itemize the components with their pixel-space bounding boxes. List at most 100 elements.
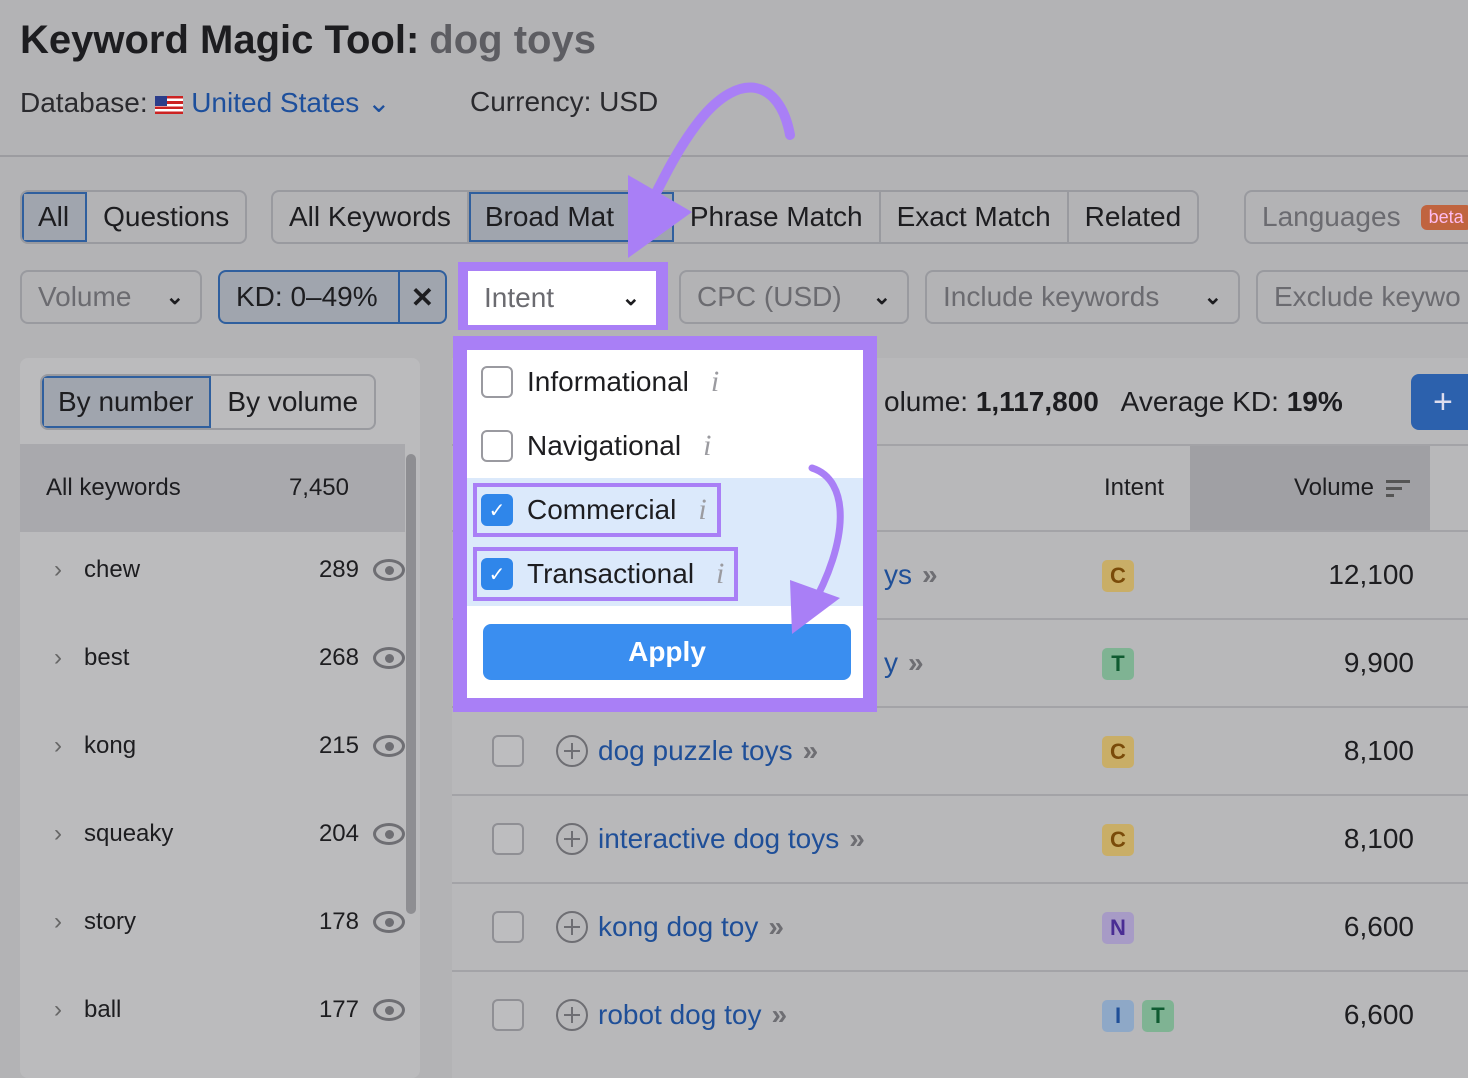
volume-header[interactable]: Volume — [1190, 446, 1430, 530]
divider — [0, 155, 1468, 157]
eye-icon[interactable] — [373, 735, 405, 757]
tab-phrase-match[interactable]: Phrase Match — [674, 192, 881, 242]
tab-all-keywords[interactable]: All Keywords — [273, 192, 469, 242]
query: dog toys — [429, 18, 596, 62]
intent-option[interactable]: ✓ Commercial i — [467, 478, 863, 542]
volume-value: 8,100 — [1343, 823, 1414, 854]
intent-badge: T — [1142, 1000, 1174, 1032]
intent-dropdown: Informational i Navigational i ✓ Commercial i ✓… — [453, 336, 877, 712]
row-checkbox[interactable] — [492, 823, 524, 855]
intent-badge: T — [1102, 648, 1134, 680]
keyword-link[interactable]: y — [884, 647, 898, 678]
checkbox[interactable]: ✓ — [481, 494, 513, 526]
keyword-link[interactable]: interactive dog toys — [598, 823, 840, 854]
option-label: Navigational — [527, 430, 682, 461]
volume-filter[interactable]: Volume ⌄ — [20, 270, 202, 324]
checkbox[interactable] — [481, 366, 513, 398]
group-label: best — [84, 644, 130, 671]
info-icon[interactable]: i — [703, 429, 712, 462]
clear-kd-button[interactable]: ✕ — [397, 272, 445, 322]
double-chevron-icon[interactable]: » — [922, 559, 938, 590]
exclude-keywords-filter[interactable]: Exclude keywo — [1256, 270, 1468, 324]
eye-icon[interactable] — [373, 911, 405, 933]
double-chevron-icon[interactable]: » — [849, 823, 865, 854]
apply-button[interactable]: Apply — [483, 624, 851, 680]
intent-badge: C — [1102, 560, 1134, 592]
info-icon[interactable]: i — [716, 557, 725, 590]
chevron-down-icon: ⌄ — [872, 284, 891, 309]
eye-icon[interactable] — [373, 647, 405, 669]
keyword-link[interactable]: dog puzzle toys — [598, 735, 793, 766]
group-row[interactable]: › story 178 — [20, 878, 405, 966]
keyword-link[interactable]: robot dog toy — [598, 999, 762, 1030]
info-icon[interactable]: i — [710, 365, 720, 398]
database-value[interactable]: United States — [191, 87, 360, 118]
info-icon[interactable]: i — [698, 493, 707, 526]
group-row[interactable]: › best 268 — [20, 614, 405, 702]
chevron-right-icon[interactable]: › — [54, 996, 62, 1023]
row-checkbox[interactable] — [492, 911, 524, 943]
double-chevron-icon[interactable]: » — [771, 999, 788, 1030]
group-row[interactable]: › chew 289 — [20, 526, 405, 614]
group-label: squeaky — [84, 820, 174, 847]
cpc-filter-label: CPC (USD) — [697, 281, 842, 312]
volume-header-label: Volume — [1293, 474, 1374, 501]
checkbox[interactable] — [481, 430, 513, 462]
include-keywords-filter[interactable]: Include keywords ⌄ — [925, 270, 1240, 324]
intent-option[interactable]: Navigational i — [467, 414, 863, 478]
keyword-link[interactable]: ys — [884, 559, 912, 590]
tab-by-number[interactable]: By number — [42, 376, 212, 428]
eye-icon[interactable] — [373, 823, 405, 845]
volume-filter-label: Volume — [38, 281, 132, 312]
database-label: Database: — [20, 87, 148, 118]
chevron-right-icon[interactable]: › — [54, 644, 62, 671]
option-label: Transactional — [527, 558, 695, 589]
option-label: Commercial — [527, 494, 677, 525]
row-checkbox[interactable] — [492, 735, 524, 767]
tab-questions[interactable]: Questions — [103, 201, 230, 232]
sort-icon — [1386, 479, 1410, 497]
add-keyword-icon[interactable] — [556, 735, 588, 767]
chevron-right-icon[interactable]: › — [54, 820, 62, 847]
group-row[interactable]: › kong 215 — [20, 702, 405, 790]
add-keyword-icon[interactable] — [556, 823, 588, 855]
intent-option[interactable]: Informational i — [467, 350, 863, 414]
tab-exact-match[interactable]: Exact Match — [881, 192, 1069, 242]
volume-value: 6,600 — [1343, 999, 1414, 1030]
tab-by-volume[interactable]: By volume — [227, 386, 359, 417]
group-row[interactable]: › ball 177 — [20, 966, 405, 1054]
intent-header[interactable]: Intent — [1104, 474, 1165, 501]
table-row: interactive dog toys » C 8,100 — [452, 794, 1468, 882]
volume-value: 12,100 — [1328, 559, 1414, 590]
cpc-filter[interactable]: CPC (USD) ⌄ — [679, 270, 909, 324]
all-keywords-row[interactable]: All keywords 7,450 — [20, 444, 405, 532]
chevron-right-icon[interactable]: › — [54, 908, 62, 935]
add-keyword-icon[interactable] — [556, 911, 588, 943]
chevron-right-icon[interactable]: › — [54, 732, 62, 759]
group-count: 177 — [318, 996, 359, 1023]
double-chevron-icon[interactable]: » — [768, 911, 784, 942]
chevron-right-icon[interactable]: › — [54, 556, 62, 583]
row-checkbox[interactable] — [492, 999, 524, 1031]
table-header: Intent Volume — [452, 444, 1468, 530]
double-chevron-icon[interactable]: » — [802, 735, 819, 766]
languages-button[interactable]: Languages beta — [1244, 190, 1468, 244]
keyword-link[interactable]: kong dog toy — [598, 911, 759, 942]
table-row: kong dog toy » N 6,600 — [452, 882, 1468, 970]
exclude-label: Exclude keywo — [1274, 281, 1461, 312]
tab-all[interactable]: All — [22, 192, 88, 242]
eye-icon[interactable] — [373, 559, 405, 581]
intent-filter[interactable]: Intent ⌄ — [468, 271, 656, 325]
group-label: ball — [84, 996, 122, 1023]
add-button[interactable]: + — [1411, 374, 1468, 430]
eye-icon[interactable] — [373, 999, 405, 1021]
scrollbar[interactable] — [406, 454, 416, 914]
kd-label: Average KD: — [1120, 386, 1279, 417]
kd-filter[interactable]: KD: 0–49% ✕ — [218, 270, 447, 324]
tab-related[interactable]: Related — [1084, 201, 1182, 232]
group-row[interactable]: › squeaky 204 — [20, 790, 405, 878]
double-chevron-icon[interactable]: » — [908, 647, 924, 678]
add-keyword-icon[interactable] — [556, 999, 588, 1031]
checkbox[interactable]: ✓ — [481, 558, 513, 590]
database-selector[interactable]: Database: United States ⌄ — [20, 86, 391, 119]
